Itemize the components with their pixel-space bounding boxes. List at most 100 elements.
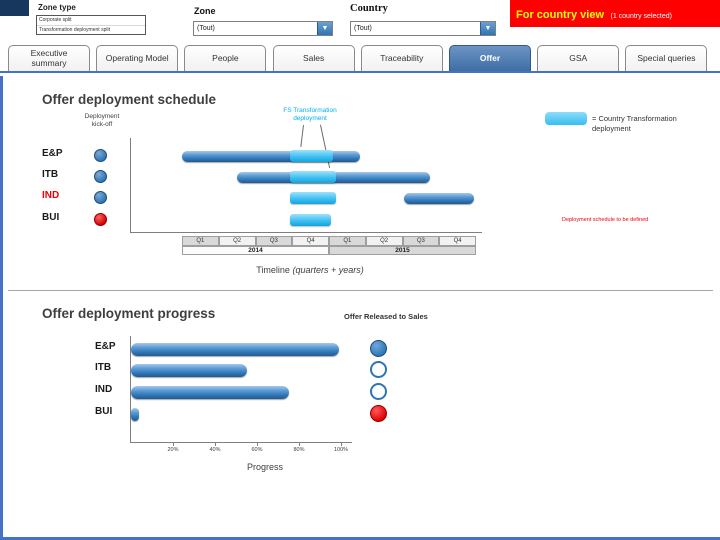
timeline-axis-subtitle: (quarters + years) [292, 265, 364, 275]
tab-people[interactable]: People [184, 45, 267, 71]
legend-text: = Country Transformation deployment [592, 114, 677, 133]
callout-connector [300, 125, 304, 147]
progress-x-axis [130, 442, 352, 443]
progress-row-label-e-p: E&P [95, 341, 116, 352]
callout-line2: deployment [293, 115, 327, 122]
page-bottom-border [0, 537, 720, 540]
axis-tick [299, 442, 300, 446]
tab-label: Special queries [637, 52, 696, 63]
page-left-border [0, 76, 3, 537]
kickoff-dot-itb [94, 170, 107, 183]
status-circle-e-p [370, 340, 387, 357]
year-cell: 2014 [182, 245, 329, 255]
chevron-down-icon[interactable]: ▼ [480, 22, 495, 35]
quarter-cell: Q4 [292, 236, 329, 246]
section-divider [8, 290, 713, 291]
schedule-row-label-itb: ITB [42, 169, 59, 180]
tab-label: Traceability [380, 52, 424, 63]
quarter-cell: Q1 [182, 236, 219, 246]
progress-row-label-bui: BUI [95, 406, 113, 417]
progress-row-label-itb: ITB [95, 362, 112, 373]
zone-type-option[interactable]: Transformation deployment split [37, 25, 145, 35]
gantt-bar-transformation [290, 192, 337, 204]
tab-operating-model[interactable]: Operating Model [96, 45, 179, 71]
tab-label: Offer [479, 52, 501, 63]
progress-y-axis [130, 336, 131, 442]
tab-special-queries[interactable]: Special queries [625, 45, 708, 71]
kickoff-line1: Deployment [84, 113, 120, 120]
axis-tick [341, 442, 342, 446]
gantt-x-axis [130, 232, 482, 233]
country-dropdown-value: (Tout) [354, 25, 372, 32]
gantt-y-axis [130, 138, 131, 233]
status-circle-bui [370, 405, 387, 422]
kickoff-line2: kick-off [91, 121, 113, 128]
timeline-axis-label: Timeline (quarters + years) [230, 265, 390, 275]
kickoff-dot-e-p [94, 149, 107, 162]
tab-underline [0, 70, 720, 73]
quarter-cell: Q2 [218, 236, 256, 246]
zone-type-option[interactable]: Corporate split [39, 17, 72, 23]
progress-row-label-ind: IND [95, 384, 113, 395]
axis-tick-label: 40% [209, 447, 221, 453]
country-view-banner: For country view (1 country selected) [510, 0, 720, 27]
tab-gsa[interactable]: GSA [537, 45, 620, 71]
zone-dropdown[interactable]: (Tout) ▼ [193, 21, 333, 36]
tab-label: Sales [302, 52, 325, 63]
progress-axis-label: Progress [246, 462, 283, 472]
gantt-bar-deployment [404, 192, 475, 204]
quarter-cell: Q3 [255, 236, 293, 246]
progress-bar-bui [131, 407, 140, 421]
kickoff-column-label: Deployment kick-off [72, 113, 132, 129]
quarter-cell: Q4 [439, 236, 476, 246]
tab-sales[interactable]: Sales [272, 45, 355, 71]
tab-offer[interactable]: Offer [449, 45, 531, 71]
gantt-bar-transformation [290, 150, 333, 162]
corner-block [0, 0, 29, 16]
progress-title: Offer deployment progress [42, 306, 216, 321]
chevron-down-icon[interactable]: ▼ [317, 22, 332, 35]
released-to-sales-label: Offer Released to Sales [344, 312, 428, 321]
year-cell: 2015 [329, 245, 476, 255]
zone-type-list[interactable]: Corporate split Transformation deploymen… [36, 15, 146, 35]
schedule-row-label-bui: BUI [42, 212, 60, 223]
schedule-row-label-ind: IND [42, 190, 60, 201]
tab-label: GSA [569, 52, 588, 63]
axis-tick-label: 100% [333, 447, 349, 453]
country-dropdown[interactable]: (Tout) ▼ [350, 21, 496, 36]
country-label: Country [350, 3, 388, 14]
schedule-title: Offer deployment schedule [42, 92, 217, 107]
quarter-cell: Q3 [402, 236, 440, 246]
quarter-cell: Q1 [329, 236, 366, 246]
gantt-bar-transformation [290, 171, 337, 183]
fs-transformation-callout: FS Transformation deployment [265, 107, 355, 123]
tab-label: People [212, 52, 239, 63]
callout-line1: FS Transformation [283, 107, 337, 114]
progress-bar-itb [131, 363, 247, 377]
quarter-cell: Q2 [365, 236, 403, 246]
schedule-row-label-e-p: E&P [42, 148, 63, 159]
legend-swatch-cyan [545, 112, 587, 125]
banner-subtitle: (1 country selected) [610, 13, 672, 20]
status-circle-itb [370, 361, 387, 378]
axis-tick-label: 20% [167, 447, 179, 453]
axis-tick [215, 442, 216, 446]
progress-bar-e-p [131, 342, 339, 356]
kickoff-dot-ind [94, 191, 107, 204]
tab-executive-summary[interactable]: Executive summary [8, 45, 90, 71]
gantt-bar-deployment [182, 150, 361, 162]
tab-label: Executive summary [30, 48, 68, 68]
progress-bar-ind [131, 385, 289, 399]
gantt-bar-transformation [290, 214, 331, 226]
tab-label: Operating Model [105, 52, 169, 63]
axis-tick [173, 442, 174, 446]
schedule-note: Deployment schedule to be defined [562, 217, 649, 223]
axis-tick [257, 442, 258, 446]
timeline-axis-title: Timeline [256, 265, 290, 275]
zone-type-label: Zone type [38, 3, 76, 12]
axis-tick-label: 80% [293, 447, 305, 453]
axis-tick-label: 60% [251, 447, 263, 453]
zone-label: Zone [194, 6, 216, 16]
tab-traceability[interactable]: Traceability [360, 45, 443, 71]
